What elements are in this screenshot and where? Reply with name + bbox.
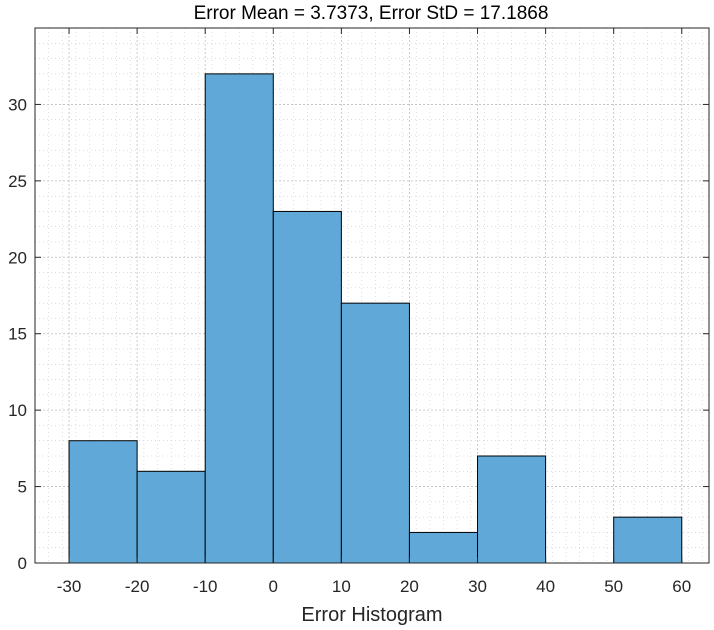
y-tick-label: 5 [18, 478, 27, 497]
chart-title: Error Mean = 3.7373, Error StD = 17.1868 [194, 3, 549, 24]
histogram-bar [136, 470, 206, 564]
bars [68, 73, 683, 564]
y-tick-label: 15 [8, 325, 27, 344]
x-tick-label: 30 [468, 577, 487, 596]
x-tick-label: 60 [672, 577, 691, 596]
histogram-bar [613, 516, 683, 564]
histogram-bar [477, 455, 547, 564]
x-tick-label: 50 [604, 577, 623, 596]
histogram-bar [340, 302, 410, 564]
histogram-bar [408, 531, 479, 564]
y-axis-ticks: 0 5 10 15 20 25 30 [8, 95, 709, 573]
x-tick-label: -20 [125, 577, 150, 596]
x-axis-ticks: -30 -20 -10 0 10 20 30 40 50 60 [57, 28, 691, 596]
x-tick-label: -10 [193, 577, 218, 596]
axes-box [34, 27, 710, 564]
x-tick-label: 40 [536, 577, 555, 596]
y-tick-label: 20 [8, 248, 27, 267]
y-tick-label: 10 [8, 401, 27, 420]
y-tick-label: 30 [8, 95, 27, 114]
x-axis-label: Error Histogram [301, 604, 442, 626]
histogram-bar [204, 73, 274, 564]
x-tick-label: 20 [400, 577, 419, 596]
x-tick-label: 10 [332, 577, 351, 596]
x-tick-label: 0 [269, 577, 278, 596]
y-tick-label: 0 [18, 554, 27, 573]
histogram-bar [272, 210, 342, 564]
x-tick-label: -30 [57, 577, 82, 596]
y-tick-label: 25 [8, 172, 27, 191]
histogram-bar [68, 440, 138, 564]
